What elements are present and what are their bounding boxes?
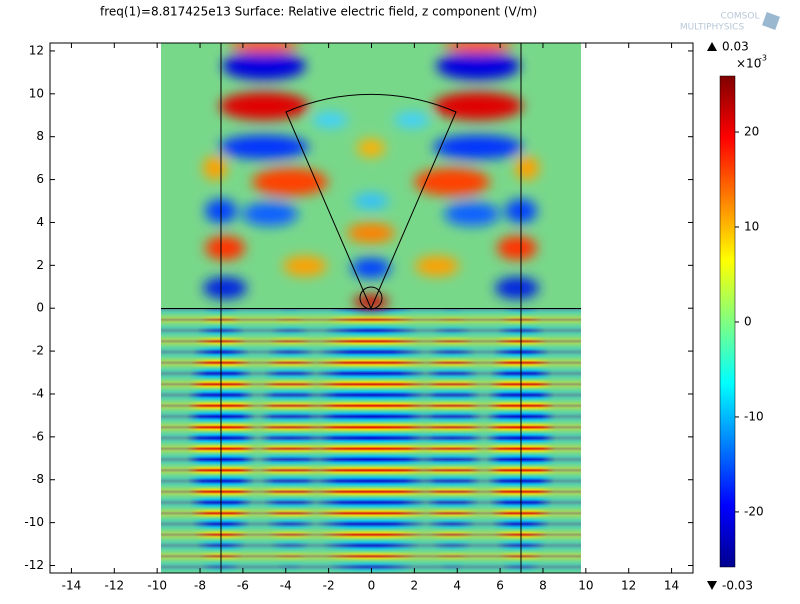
- x-tick-label: -4: [280, 579, 292, 593]
- colorbar-exponent: -3: [759, 54, 767, 63]
- geometry: [161, 43, 581, 573]
- logo-icon: [762, 12, 780, 30]
- min-label: -0.03: [722, 579, 753, 593]
- max-icon: [707, 42, 717, 51]
- min-icon: [707, 581, 717, 590]
- colorbar-tick-label: 10: [744, 220, 759, 234]
- x-tick-label: -6: [237, 579, 249, 593]
- y-tick-label: 6: [36, 172, 44, 186]
- max-label: 0.03: [722, 40, 749, 54]
- y-tick-label: -6: [32, 429, 44, 443]
- x-tick-label: 8: [539, 579, 547, 593]
- x-tick-label: -14: [62, 579, 82, 593]
- x-tick-label: 2: [411, 579, 419, 593]
- x-tick-label: 10: [578, 579, 593, 593]
- colorbar-tick-label: -10: [744, 409, 764, 423]
- y-tick-label: -4: [32, 386, 44, 400]
- colorbar-tick-label: -20: [744, 504, 764, 518]
- x-tick-label: 6: [496, 579, 504, 593]
- colorbar: [719, 75, 736, 568]
- x-tick-label: -2: [323, 579, 335, 593]
- logo: COMSOL: [721, 12, 760, 22]
- colorbar-tick-label: 20: [744, 125, 759, 139]
- colorbar-multiplier: ×10: [736, 57, 761, 71]
- y-tick-label: -10: [24, 515, 44, 529]
- colorbar-tick-label: 0: [744, 314, 752, 328]
- y-tick-label: 2: [36, 258, 44, 272]
- y-tick-label: 0: [36, 301, 44, 315]
- x-tick-label: 4: [453, 579, 461, 593]
- y-tick-label: -12: [24, 558, 44, 572]
- x-tick-label: -8: [194, 579, 206, 593]
- field: [161, 43, 581, 573]
- y-tick-label: 12: [29, 43, 44, 57]
- x-tick-label: 12: [621, 579, 636, 593]
- x-tick-label: 14: [664, 579, 679, 593]
- y-tick-label: -2: [32, 344, 44, 358]
- y-tick-label: -8: [32, 472, 44, 486]
- chart-title: freq(1)=8.817425e13 Surface: Relative el…: [100, 5, 537, 19]
- y-tick-label: 8: [36, 129, 44, 143]
- y-tick-label: 10: [29, 86, 44, 100]
- y-tick-label: 4: [36, 215, 44, 229]
- x-tick-label: -12: [104, 579, 124, 593]
- x-tick-label: -10: [147, 579, 167, 593]
- logo: MULTIPHYSICS: [680, 23, 745, 33]
- x-tick-label: 0: [368, 579, 376, 593]
